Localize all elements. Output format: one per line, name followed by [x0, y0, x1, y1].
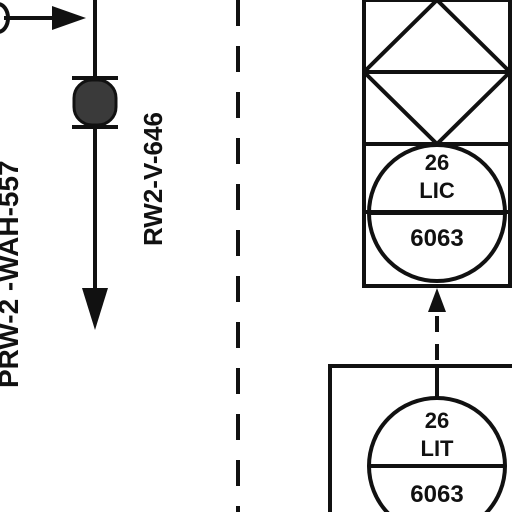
flow-arrow-down-icon	[82, 288, 108, 330]
controller-bubble: 26 LIC 6063	[367, 143, 507, 283]
valve-symbol-icon	[72, 76, 118, 129]
transmitter-bubble: 26 LIT 6063	[367, 396, 507, 512]
transmitter-housing	[328, 364, 512, 512]
controller-function: LIC	[419, 178, 455, 203]
line-label-left: PRW-2 -WAH-557	[0, 160, 24, 388]
valve-tag: RW2-V-646	[138, 112, 168, 246]
controller-loop-number: 26	[425, 150, 449, 175]
transmitter-tag-number: 6063	[410, 481, 463, 508]
flow-arrow-right-icon	[52, 6, 86, 30]
transmitter-loop-number: 26	[425, 408, 449, 433]
controller-tag-number: 6063	[410, 225, 463, 252]
signal-arrow-up-icon	[428, 288, 446, 312]
transmitter-function: LIT	[421, 436, 455, 461]
